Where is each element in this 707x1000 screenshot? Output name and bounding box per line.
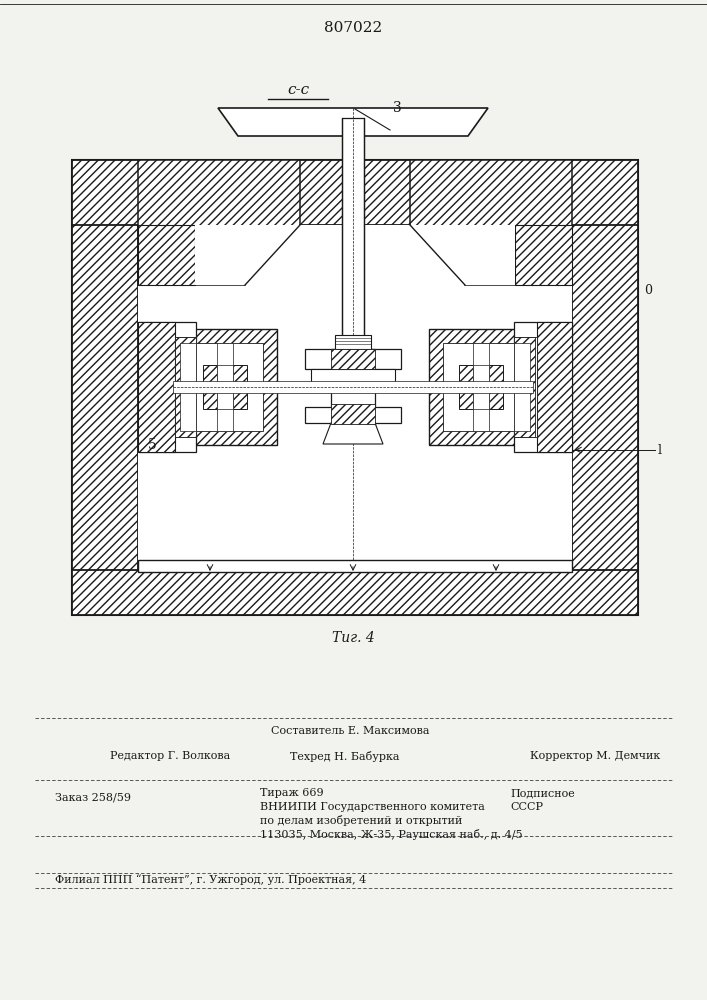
Text: Τиг. 4: Τиг. 4	[332, 631, 375, 645]
Polygon shape	[72, 160, 638, 225]
Polygon shape	[515, 225, 572, 285]
Text: 3: 3	[393, 101, 402, 115]
Bar	[138, 560, 572, 572]
Bar	[473, 343, 489, 431]
Bar	[180, 343, 196, 431]
Polygon shape	[459, 365, 503, 409]
Bar	[173, 381, 533, 393]
Polygon shape	[138, 225, 195, 285]
Bar	[195, 225, 515, 285]
Text: Подписное: Подписное	[510, 788, 575, 798]
Text: по делам изобретений и открытий: по делам изобретений и открытий	[260, 816, 462, 826]
Bar	[473, 365, 489, 409]
Bar	[175, 337, 196, 437]
Bar	[305, 407, 401, 423]
Text: 807022: 807022	[324, 21, 382, 35]
Polygon shape	[173, 329, 277, 445]
Text: c-c: c-c	[287, 83, 309, 97]
Polygon shape	[138, 160, 300, 285]
Bar	[311, 369, 395, 387]
Bar	[342, 118, 364, 348]
Polygon shape	[410, 160, 572, 285]
Bar	[335, 335, 371, 349]
Bar	[217, 343, 233, 431]
Text: Заказ 258/59: Заказ 258/59	[55, 793, 131, 803]
Bar	[514, 337, 537, 437]
Bar	[514, 343, 530, 431]
Text: Техред Н. Бабурка: Техред Н. Бабурка	[290, 750, 399, 762]
Text: Филиал ППП “Патент”, г. Ужгород, ул. Проектная, 4: Филиал ППП “Патент”, г. Ужгород, ул. Про…	[55, 875, 366, 885]
Polygon shape	[203, 365, 247, 409]
Text: 113035, Москва, Ж-35, Раушская наб., д. 4/5: 113035, Москва, Ж-35, Раушская наб., д. …	[260, 830, 522, 840]
Polygon shape	[331, 349, 375, 369]
Bar	[217, 365, 233, 409]
Bar	[443, 343, 519, 431]
Text: Корректор М. Демчик: Корректор М. Демчик	[530, 751, 660, 761]
Polygon shape	[429, 329, 533, 445]
Polygon shape	[537, 322, 572, 452]
Text: Редактор Г. Волкова: Редактор Г. Волкова	[110, 751, 230, 761]
Text: ВНИИПИ Государственного комитета: ВНИИПИ Государственного комитета	[260, 802, 485, 812]
Text: СССР: СССР	[510, 802, 543, 812]
Bar	[331, 349, 375, 429]
Bar	[138, 225, 572, 570]
Text: 5: 5	[148, 438, 157, 452]
Polygon shape	[331, 404, 375, 424]
Text: l: l	[658, 444, 662, 456]
Text: Тираж 669: Тираж 669	[260, 788, 324, 798]
Text: 0: 0	[644, 284, 652, 296]
Polygon shape	[138, 322, 175, 452]
Bar	[72, 160, 638, 615]
Polygon shape	[72, 160, 138, 615]
Bar	[138, 322, 196, 452]
Polygon shape	[72, 570, 638, 615]
Bar	[187, 343, 263, 431]
Polygon shape	[175, 337, 196, 437]
Bar	[305, 349, 401, 369]
Polygon shape	[323, 423, 383, 444]
Polygon shape	[218, 108, 488, 136]
Text: Составитель Е. Максимова: Составитель Е. Максимова	[271, 726, 429, 736]
Bar	[514, 322, 572, 452]
Polygon shape	[514, 337, 535, 437]
Polygon shape	[572, 160, 638, 615]
